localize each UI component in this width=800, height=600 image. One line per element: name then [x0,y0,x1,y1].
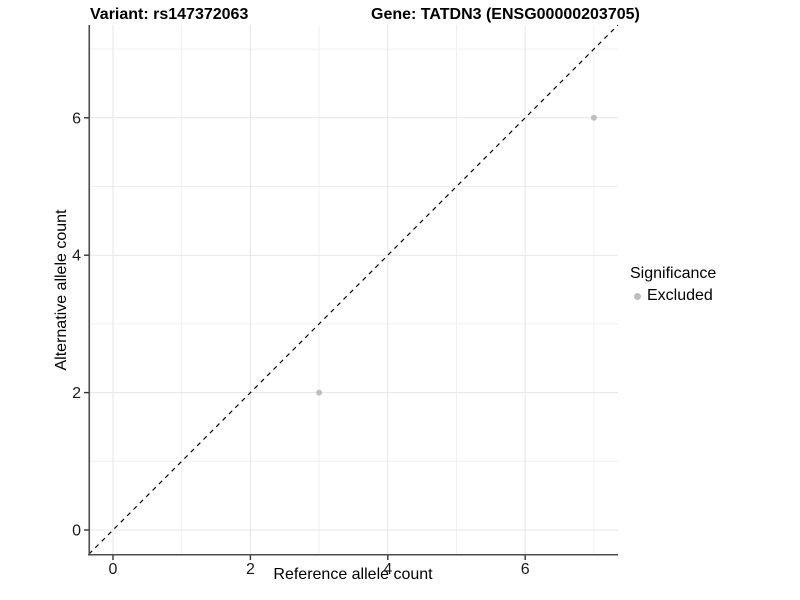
y-tick-label: 6 [72,110,81,127]
legend: Significance Excluded [630,264,716,305]
x-tick-label: 6 [521,561,530,578]
data-point [590,114,597,121]
plot-title-variant: Variant: rs147372063 [90,6,249,23]
legend-point-swatch [634,292,641,300]
y-tick-label: 0 [72,523,81,540]
x-tick-label: 4 [383,561,392,578]
y-axis-title: Alternative allele count [53,209,70,371]
data-point [316,389,323,396]
x-axis-title: Reference allele count [273,566,433,583]
legend-item-excluded: Excluded [630,287,716,305]
plot-title-gene: Gene: TATDN3 (ENSG00000203705) [371,6,640,23]
y-tick-label: 2 [72,385,81,402]
y-tick-label: 4 [72,248,81,265]
x-tick-label: 0 [109,561,118,578]
legend-item-label: Excluded [647,287,713,304]
legend-title: Significance [630,265,717,282]
x-tick-label: 2 [246,561,255,578]
identity-dashed-line [88,24,619,555]
